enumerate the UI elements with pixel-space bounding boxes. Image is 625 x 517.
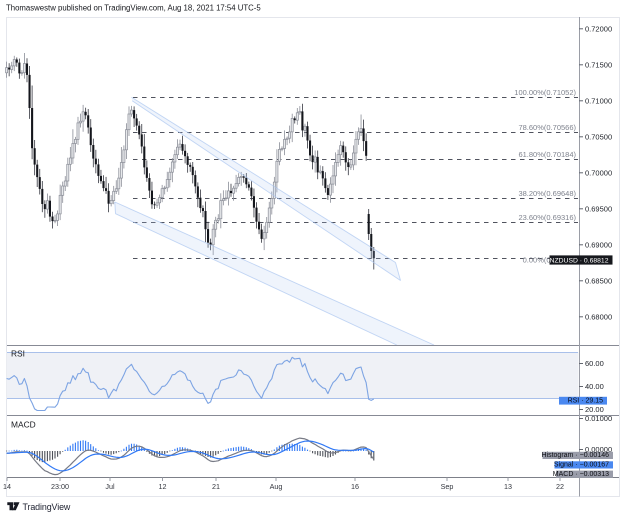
svg-text:Histogram · −0.00146: Histogram · −0.00146 [541,452,609,459]
svg-text:0.68000: 0.68000 [585,313,612,322]
svg-text:40.00: 40.00 [585,382,604,391]
svg-text:0.71000: 0.71000 [585,97,612,106]
svg-text:0.00000: 0.00000 [585,445,612,454]
svg-text:0.70500: 0.70500 [585,133,612,142]
svg-text:0.01000: 0.01000 [585,414,612,423]
svg-text:0.69500: 0.69500 [585,205,612,214]
svg-text:0.71500: 0.71500 [585,61,612,70]
svg-text:Sep: Sep [441,482,454,491]
svg-text:Signal · −0.00167: Signal · −0.00167 [554,462,609,469]
svg-text:RSI · 29.15: RSI · 29.15 [568,398,604,405]
svg-text:23:00: 23:00 [51,482,69,491]
svg-text:0.70000: 0.70000 [585,169,612,178]
svg-text:60.00: 60.00 [585,359,604,368]
svg-text:16: 16 [351,482,359,491]
svg-text:Jul: Jul [105,482,115,491]
svg-text:20.00: 20.00 [585,405,604,414]
svg-text:14: 14 [3,482,11,491]
svg-text:0.72000: 0.72000 [585,25,612,34]
svg-text:Thomaswestw published on Tradi: Thomaswestw published on TradingView.com… [6,3,261,12]
svg-text:NZDUSD · 0.68812: NZDUSD · 0.68812 [550,258,609,265]
svg-text:Aug: Aug [270,482,283,491]
svg-text:0.69000: 0.69000 [585,241,612,250]
svg-text:21: 21 [212,482,220,491]
svg-text:23.60%(0.69316): 23.60%(0.69316) [518,213,576,222]
svg-text:TradingView: TradingView [23,502,71,512]
svg-text:61.80%(0.70184): 61.80%(0.70184) [518,150,576,159]
svg-text:RSI: RSI [11,349,25,359]
svg-text:38.20%(0.69648): 38.20%(0.69648) [518,189,576,198]
svg-text:13: 13 [504,482,512,491]
svg-text:12: 12 [159,482,167,491]
svg-text:22: 22 [556,482,564,491]
svg-text:100.00%(0.71052): 100.00%(0.71052) [514,88,576,97]
svg-text:0.68500: 0.68500 [585,277,612,286]
svg-text:78.60%(0.70566): 78.60%(0.70566) [518,123,576,132]
svg-text:MACD: MACD [11,420,36,430]
svg-text:MACD · −0.00313: MACD · −0.00313 [553,471,609,478]
